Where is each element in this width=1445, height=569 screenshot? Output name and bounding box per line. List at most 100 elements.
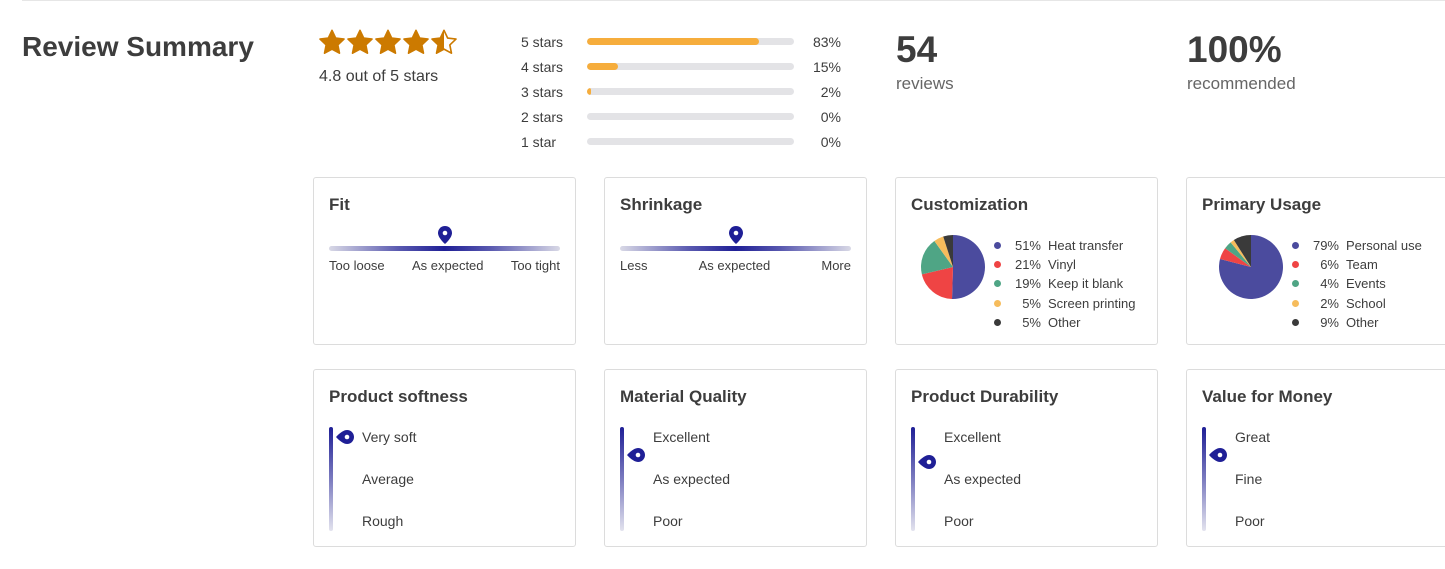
primary-usage-card: Primary Usage 79% Personal use 6% Team 4% E… [1186,177,1445,345]
scale-label-mid: As expected [944,471,1022,487]
scale-label-mid: Fine [1235,471,1263,487]
card-title: Product Durability [911,387,1059,406]
histogram-track [587,88,794,95]
shrinkage-slider-track [620,246,851,251]
legend-item: 5% Screen printing [994,294,1135,313]
legend-label: Heat transfer [1048,238,1124,254]
legend-label: Events [1346,276,1386,292]
histogram-fill [587,38,759,45]
legend-item: 51% Heat transfer [994,236,1135,255]
scale-label-low: Less [620,258,648,273]
value-slider-track [1202,427,1206,531]
pie-slice-keep-it-blank [921,240,953,275]
legend-item: 21% Vinyl [994,255,1135,274]
card-title: Shrinkage [620,195,703,214]
histogram-fill [587,63,619,70]
scale-label-mid: As expected [653,471,731,487]
legend-label: Team [1346,257,1378,273]
legend-dot-icon [994,261,1001,269]
legend-item: 9% Other [1292,313,1422,332]
histogram-track [587,113,794,120]
card-title: Fit [329,195,350,214]
map-pin-icon [1209,448,1227,463]
histogram-track [587,63,794,70]
page-title: Review Summary [22,31,254,62]
map-pin-icon [918,455,936,470]
histogram-row-5[interactable]: 5 stars 83% [521,29,841,54]
scale-label-high: Excellent [944,429,1001,445]
scale-label-low: Poor [944,513,974,529]
legend-percent: 4% [1320,276,1339,292]
pie-slice-heat-transfer [952,235,985,299]
fit-slider-track [329,246,560,251]
scale-label-mid: As expected [411,258,484,273]
scale-label-low: Poor [653,513,683,529]
legend-dot-icon [1292,299,1299,307]
legend-item: 4% Events [1292,274,1422,293]
map-pin-icon [437,226,452,244]
legend-percent: 6% [1320,257,1339,273]
legend-label: School [1346,295,1386,311]
legend-item: 79% Personal use [1292,236,1422,255]
map-pin-icon [336,430,354,444]
recommended-value: 100% [1187,29,1282,70]
pie-slice-other [1233,235,1251,267]
histogram-label: 4 stars [521,58,564,75]
scale-label-high: Great [1235,429,1271,445]
legend-dot-icon [1292,261,1299,269]
legend-label: Personal use [1346,238,1422,254]
histogram-track [587,138,794,145]
durability-card: Product Durability Excellent As expected… [895,369,1158,547]
legend-dot-icon [994,318,1001,326]
histogram-row-1[interactable]: 1 star 0% [521,129,841,154]
histogram-label: 2 stars [521,108,564,125]
card-title: Primary Usage [1202,195,1322,214]
legend-dot-icon [1292,318,1299,326]
legend-percent: 19% [1014,276,1041,292]
scale-label-low: Rough [362,513,404,529]
customization-card: Customization 51% Heat transfer 21% Vinyl … [895,177,1158,345]
review-count-label: reviews [896,74,954,93]
histogram-row-4[interactable]: 4 stars 15% [521,54,841,79]
histogram-percent: 0% [820,133,841,150]
shrinkage-card: Shrinkage Less As expected More [604,177,867,345]
legend-dot-icon [994,242,1001,250]
histogram-track [587,38,794,45]
histogram-percent: 0% [820,108,841,125]
histogram-row-3[interactable]: 3 stars 2% [521,79,841,104]
legend-item: 19% Keep it blank [994,274,1135,293]
histogram-percent: 83% [812,33,841,50]
map-pin-icon [627,448,645,463]
pie-slice-events [1225,242,1251,267]
legend-label: Screen printing [1048,295,1136,311]
legend-label: Keep it blank [1048,276,1124,292]
scale-label-high: Too tight [510,258,560,273]
legend-item: 6% Team [1292,255,1422,274]
material-quality-slider-track [620,427,624,531]
customization-legend: 51% Heat transfer 21% Vinyl 19% Keep it bla… [994,236,1135,332]
legend-dot-icon [1292,242,1299,250]
recommended-label: recommended [1187,74,1296,93]
histogram-label: 3 stars [521,83,564,100]
scale-label-high: More [821,258,851,273]
histogram-fill [587,88,592,95]
scale-label-low: Poor [1235,513,1265,529]
legend-dot-icon [994,280,1001,288]
pie-slice-team [1220,248,1251,267]
star-icon [375,29,401,55]
card-title: Product softness [329,387,468,406]
pie-slice-school [1230,239,1251,267]
material-quality-card: Material Quality Excellent As expected P… [604,369,867,547]
legend-item: 2% School [1292,294,1422,313]
histogram-row-2[interactable]: 2 stars 0% [521,104,841,129]
legend-dot-icon [1292,280,1299,288]
primary-usage-pie-chart [1219,235,1283,299]
review-count: 54 reviews [896,30,954,94]
legend-percent: 79% [1312,238,1339,254]
card-title: Value for Money [1202,387,1333,406]
durability-slider-track [911,427,915,531]
softness-slider-track [329,427,333,531]
value-for-money-card: Value for Money Great Fine Poor [1186,369,1445,547]
map-pin-icon [728,226,743,244]
histogram-percent: 15% [812,58,841,75]
